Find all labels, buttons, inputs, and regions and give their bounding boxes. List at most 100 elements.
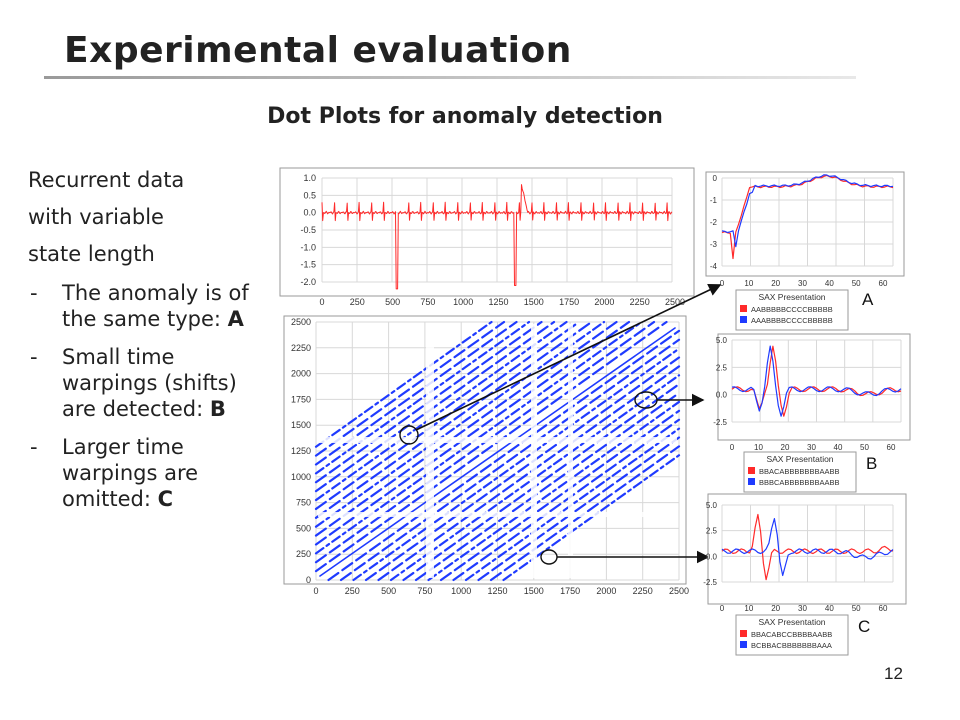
y-tick-label: 2.5 [706, 527, 718, 536]
legend-swatch [740, 630, 747, 637]
x-tick-label: 50 [852, 279, 861, 288]
x-tick-label: 10 [754, 443, 763, 452]
y-tick-label: 0 [713, 174, 718, 183]
y-tick-label: 0.0 [706, 552, 718, 561]
x-tick-label: 2250 [633, 586, 653, 596]
y-tick-label: 0.0 [716, 391, 728, 400]
arrow-to-panel-a [415, 284, 722, 431]
legend-swatch [740, 316, 747, 323]
legend-title: SAX Presentation [758, 292, 825, 302]
x-tick-label: 2500 [669, 586, 689, 596]
panel-series-blue [731, 345, 902, 417]
y-tick-label: -4 [710, 262, 718, 271]
dot-diagonal [314, 320, 493, 448]
y-tick-label: 0.0 [303, 208, 316, 218]
signal-series [321, 184, 673, 290]
dot-diagonal [327, 329, 681, 582]
x-tick-label: 0 [720, 604, 725, 613]
y-tick-label: -1.0 [300, 242, 316, 252]
legend-title: SAX Presentation [766, 454, 833, 464]
bullet-tag: B [209, 397, 226, 421]
y-tick-label: -2.5 [713, 418, 727, 427]
x-tick-label: 1750 [560, 586, 580, 596]
y-tick-label: 2000 [291, 369, 311, 379]
x-tick-label: 750 [417, 586, 432, 596]
x-tick-label: 250 [345, 586, 360, 596]
x-tick-label: 60 [879, 604, 888, 613]
bullet-item: - The anomaly is of the same type: A [30, 281, 249, 331]
x-tick-label: 30 [807, 443, 816, 452]
y-tick-label: 1.0 [303, 173, 316, 183]
y-tick-label: 0 [306, 575, 311, 585]
legend-label: BBACABBBBBBBAABB [759, 467, 839, 476]
dot-diagonal [314, 320, 531, 475]
x-tick-label: 2000 [596, 586, 616, 596]
x-tick-label: 500 [385, 297, 400, 307]
x-tick-label: 40 [825, 279, 834, 288]
y-tick-label: 250 [296, 549, 311, 559]
legend-swatch [740, 641, 747, 648]
dot-diagonal [314, 320, 506, 457]
intro-line: Recurrent data [28, 168, 185, 192]
x-tick-label: 30 [798, 604, 807, 613]
legend-label: AAABBBBCCCCBBBBB [751, 316, 833, 325]
x-tick-label: 60 [887, 443, 896, 452]
panel-label: C [858, 617, 870, 636]
legend-box [735, 614, 849, 656]
y-tick-label: 1750 [291, 394, 311, 404]
x-tick-label: 50 [852, 604, 861, 613]
y-tick-label: -1 [710, 196, 718, 205]
x-tick-label: 0 [319, 297, 324, 307]
x-tick-label: 1500 [524, 586, 544, 596]
y-tick-label: 500 [296, 523, 311, 533]
signal-plot-frame [279, 167, 695, 297]
dot-diagonal [364, 356, 681, 582]
y-tick-label: 750 [296, 498, 311, 508]
dot-diagonal [464, 427, 681, 582]
dot-diagonal [414, 391, 681, 582]
x-tick-label: 40 [834, 443, 843, 452]
dot-diagonal [314, 320, 606, 528]
y-tick-label: 2250 [291, 343, 311, 353]
legend-label: AABBBBBCCCCBBBBB [751, 305, 833, 314]
dotplot-dots [314, 320, 681, 582]
y-tick-label: 5.0 [706, 501, 718, 510]
dotplot-gap [568, 324, 573, 578]
x-tick-label: 500 [381, 586, 396, 596]
x-tick-label: 750 [420, 297, 435, 307]
dot-diagonal [477, 436, 681, 582]
x-tick-label: 0 [720, 279, 725, 288]
x-tick-label: 40 [825, 604, 834, 613]
y-tick-label: 1000 [291, 472, 311, 482]
y-tick-label: -2 [710, 218, 718, 227]
x-tick-label: 0 [730, 443, 735, 452]
dot-diagonal [314, 320, 668, 573]
x-tick-label: 50 [860, 443, 869, 452]
legend-swatch [748, 467, 755, 474]
bullet-item: - Larger time warpings are omitted: C [30, 435, 199, 511]
y-tick-label: 1250 [291, 446, 311, 456]
y-tick-label: 0.5 [303, 190, 316, 200]
y-tick-label: -0.5 [300, 225, 316, 235]
x-tick-label: 2250 [630, 297, 650, 307]
x-tick-label: 2500 [665, 297, 685, 307]
x-tick-label: 10 [744, 604, 753, 613]
dot-diagonal [352, 347, 681, 582]
x-tick-label: 20 [781, 443, 790, 452]
y-tick-label: 1500 [291, 420, 311, 430]
dot-diagonal [314, 320, 593, 519]
x-tick-label: 0 [313, 586, 318, 596]
dotplot-gap [531, 324, 537, 578]
dot-diagonal [339, 338, 681, 582]
bullet-item: - Small time warpings (shifts) are detect… [30, 345, 237, 421]
main-diagonal [319, 327, 676, 577]
legend-label: BCBBACBBBBBBBAAA [751, 641, 832, 650]
legend-box [735, 289, 849, 331]
x-tick-label: 10 [744, 279, 753, 288]
slide-title: Experimental evaluation [64, 30, 572, 71]
panel-label: B [866, 454, 877, 473]
dot-diagonal [452, 418, 681, 582]
bullet-tag: A [227, 307, 244, 331]
legend-label: BBACABCCBBBBAABB [751, 630, 832, 639]
x-tick-label: 1000 [453, 297, 473, 307]
